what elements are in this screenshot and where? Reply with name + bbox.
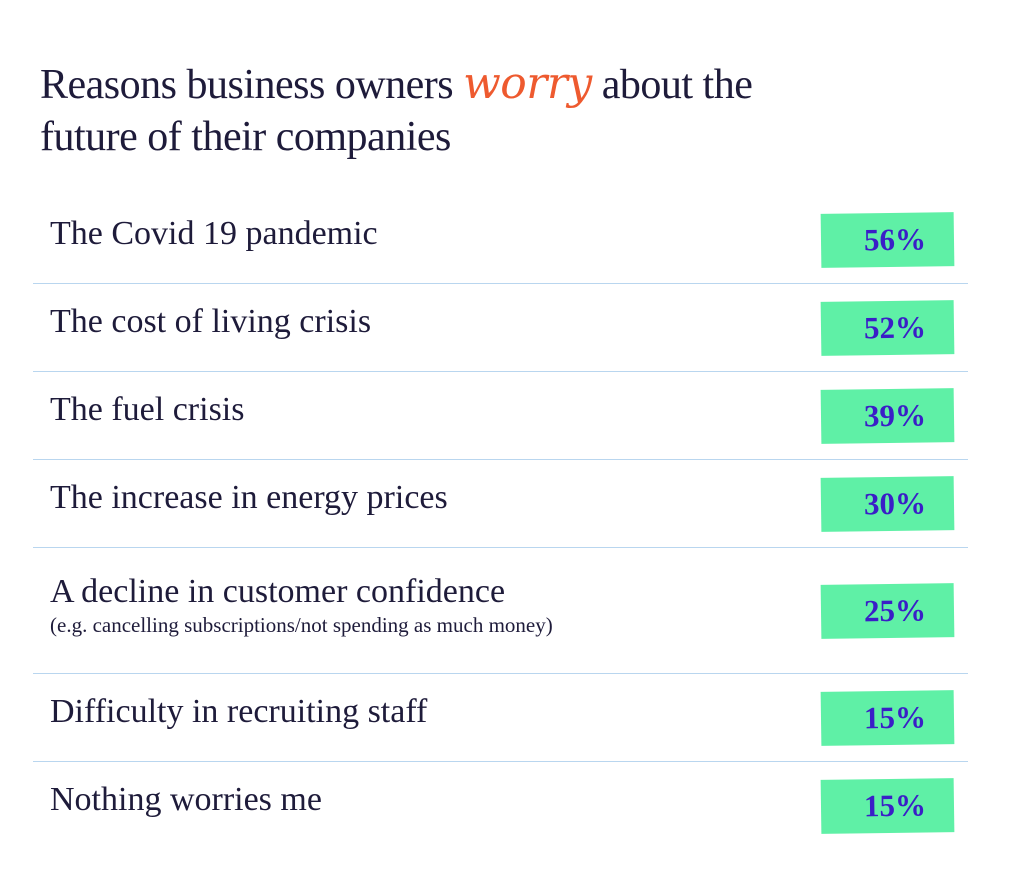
title-text: Reasons business owners [40, 62, 454, 108]
label-text: A decline in customer confidence [50, 572, 506, 610]
row-label: The increase in energy prices [50, 478, 448, 518]
label-text: The fuel crisis [50, 390, 245, 428]
row: The cost of living crisis 52% [33, 284, 968, 372]
row: Nothing worries me 15% [33, 762, 968, 850]
value-badge: 15% [820, 778, 955, 834]
title: Reasons business owners worry about the … [40, 58, 800, 163]
label-note: (e.g. cancelling subscriptions/not spend… [50, 612, 553, 637]
value-badge: 56% [820, 211, 955, 268]
label-text: Nothing worries me [50, 781, 322, 818]
row-label: The Covid 19 pandemic [50, 214, 378, 254]
row-label: Nothing worries me [50, 780, 322, 820]
row-label: Difficulty in recruiting staff [50, 692, 427, 732]
value-badge: 39% [820, 387, 955, 444]
row: The Covid 19 pandemic 56% [33, 196, 968, 284]
value-badge: 25% [820, 582, 955, 639]
row: A decline in customer confidence (e.g. ca… [33, 548, 968, 674]
title-highlight: worry [463, 58, 592, 109]
row-label: A decline in customer confidence (e.g. ca… [50, 572, 553, 638]
value-badge: 52% [820, 299, 955, 356]
row: The increase in energy prices 30% [33, 460, 968, 548]
row: Difficulty in recruiting staff 15% [33, 674, 968, 762]
value-badge: 15% [820, 689, 955, 746]
label-text: The increase in energy prices [50, 478, 448, 516]
label-text: The Covid 19 pandemic [50, 214, 378, 252]
row-label: The fuel crisis [50, 390, 245, 430]
value-badge: 30% [820, 475, 955, 532]
label-text: The cost of living crisis [50, 302, 372, 340]
title-text: about the future of their companies [40, 62, 753, 160]
label-text: Difficulty in recruiting staff [50, 692, 428, 730]
row-label: The cost of living crisis [50, 302, 371, 342]
row: The fuel crisis 39% [33, 372, 968, 460]
table: The Covid 19 pandemic 56% The cost of livi… [33, 196, 968, 850]
